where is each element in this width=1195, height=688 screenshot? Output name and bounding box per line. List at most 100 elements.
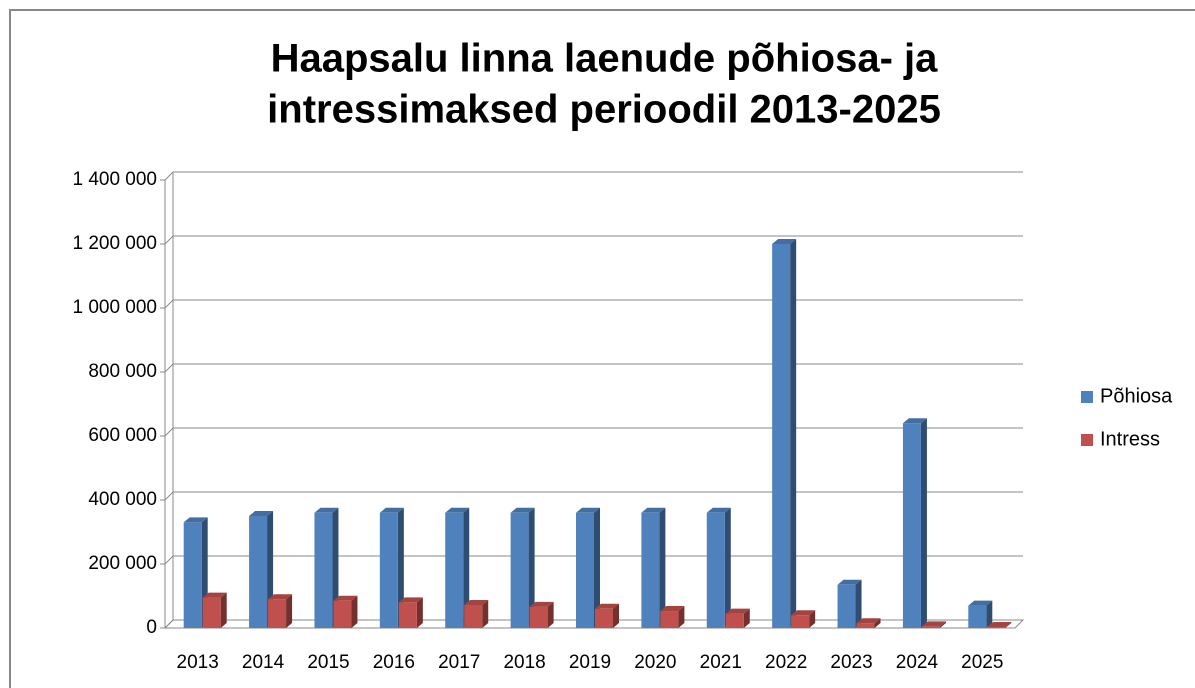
bar-top [902,418,927,424]
bar [445,507,470,628]
grid-line [160,491,1023,501]
bar-front [772,244,791,628]
bar-front [576,512,594,628]
grid-line-side [164,619,174,629]
bar-top [398,597,423,603]
x-tick-label: 2015 [307,652,349,673]
x-tick-label: 2022 [765,652,807,673]
chart-title: Haapsalu linna laenude põhiosa- ja [271,37,939,81]
bar-front [791,615,810,628]
y-tick-label: 800 000 [88,361,157,382]
grid-line-side [164,171,174,181]
bar [529,601,554,628]
bar-side [920,418,927,628]
bar-side [939,621,946,628]
bar [987,622,1012,628]
bar-top [510,507,535,513]
grid-line [160,363,1023,373]
y-tick-label: 200 000 [88,553,157,574]
bar-front [268,599,287,628]
bar-top [772,239,797,244]
legend-swatch [1081,434,1093,446]
grid-line-side [164,555,174,565]
bar-side [874,618,881,628]
bar-front [660,611,679,628]
bar-side [986,600,993,628]
grid-line-side [164,299,174,309]
bar-front [902,423,921,628]
bar-front [464,604,483,628]
bar-front [968,605,987,628]
bar-top [837,579,862,585]
bar-front [706,512,725,628]
bar-top [314,507,339,513]
bar-front [641,512,660,628]
bar-front [445,512,464,628]
grid-line [160,427,1023,437]
x-tick-label: 2019 [569,652,611,673]
bar [660,606,685,628]
x-tick-label: 2016 [373,652,415,673]
bar-side [547,601,554,628]
bar-top [249,511,274,516]
x-tick-label: 2021 [700,652,742,673]
x-tick-label: 2013 [177,652,219,673]
bar-side [286,594,293,628]
bar [725,608,750,628]
bar [837,579,862,628]
x-tick-label: 2025 [961,652,1003,673]
bar [706,507,731,628]
bar-top [464,599,489,605]
bar-side [743,608,750,628]
y-tick-label: 400 000 [88,489,157,510]
bar-front [595,608,613,628]
bar-top [202,592,227,598]
bar-front [856,623,875,628]
bar-top [445,507,470,513]
bar [268,594,293,628]
bar-front [398,602,417,628]
bar-side [220,592,227,628]
bar-front [183,522,202,628]
bar-top [529,601,554,607]
bar [968,600,993,628]
x-tick-label: 2017 [438,652,480,673]
grid-line [160,171,1023,181]
bar [202,592,227,628]
bar-front [314,512,333,628]
bar-top [576,507,600,513]
bar [595,603,619,628]
bar-top [333,595,358,601]
bar-top [706,507,731,513]
x-tick-label: 2020 [634,652,676,673]
bar-side [678,606,685,628]
bar [464,599,489,628]
bar [772,239,797,628]
bar [379,507,404,628]
bar [921,621,946,628]
bar-side [855,579,862,628]
bar-side [809,610,816,628]
x-tick-label: 2023 [830,652,872,673]
bar-top [660,606,685,612]
bar [856,618,881,628]
bar-front [987,627,1006,628]
bar-front [921,626,940,628]
bar-top [379,507,404,513]
bar-side [416,597,423,628]
bar-side [351,595,358,628]
bar-side [528,507,535,628]
bar [510,507,535,628]
bar [249,511,274,628]
y-tick-label: 600 000 [88,425,157,446]
bar [902,418,927,628]
grid-line-side [164,235,174,245]
legend-swatch [1081,391,1093,403]
bar-top [641,507,666,513]
bar-front [725,613,744,628]
y-tick-label: 0 [146,617,157,638]
legend-label: Põhiosa [1100,385,1173,407]
bar [576,507,600,628]
bar-side [659,507,666,628]
